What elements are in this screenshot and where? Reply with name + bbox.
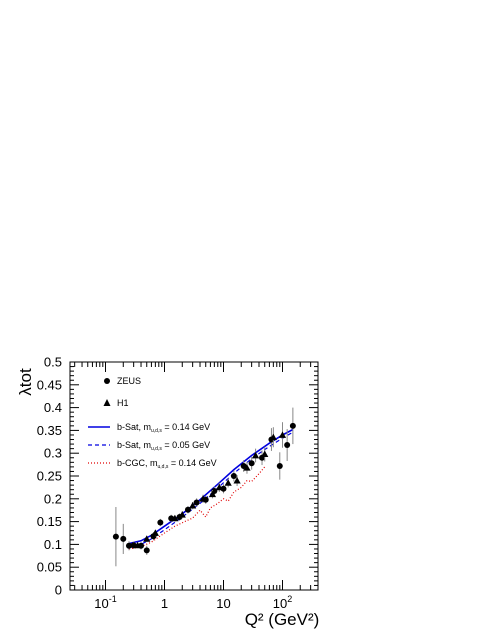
x-tick-base: 10 xyxy=(216,596,230,611)
data-point xyxy=(289,422,296,429)
data-point xyxy=(151,529,159,536)
data-point xyxy=(276,462,283,469)
data-point xyxy=(233,476,241,484)
x-tick-label: 10-1 xyxy=(94,594,116,611)
legend-label-suffix: = 0.14 GeV xyxy=(162,422,210,432)
x-axis-title: Q² (GeV²) xyxy=(245,610,320,629)
data-point xyxy=(120,535,127,542)
data-point xyxy=(143,547,150,554)
data-point xyxy=(143,535,151,542)
y-tick-label: 0.1 xyxy=(44,537,62,552)
legend-label-suffix: = 0.05 GeV xyxy=(162,440,210,450)
y-tick-label: 0.15 xyxy=(37,514,62,529)
y-axis-title: λtot xyxy=(16,368,35,396)
x-tick-exponent: 2 xyxy=(287,594,292,604)
legend-marker xyxy=(103,399,111,406)
data-point xyxy=(261,450,269,457)
data-point xyxy=(269,433,277,441)
legend-label-prefix: b-CGC, m xyxy=(117,458,158,468)
legend-label-prefix: b-Sat, m xyxy=(117,422,151,432)
x-tick-base: 1 xyxy=(161,596,168,611)
y-tick-label: 0.4 xyxy=(44,400,62,415)
data-point xyxy=(284,441,291,448)
y-tick-label: 0.3 xyxy=(44,446,62,461)
data-point xyxy=(171,514,179,522)
y-tick-label: 0.45 xyxy=(37,377,62,392)
data-point xyxy=(230,473,237,479)
y-tick-label: 0.5 xyxy=(44,355,62,370)
plot-frame-group xyxy=(69,361,319,591)
legend-label: b-Sat, mu,d,s = 0.05 GeV xyxy=(117,440,210,452)
legend-label-subscript: u,d,s xyxy=(151,446,162,452)
legend-label: b-Sat, mu,d,s = 0.14 GeV xyxy=(117,422,210,434)
data-point xyxy=(125,542,132,549)
legend-label-suffix: = 0.14 GeV xyxy=(168,458,216,468)
legend-label: ZEUS xyxy=(117,376,141,386)
y-tick-label: 0.35 xyxy=(37,423,62,438)
x-tick-exponent: -1 xyxy=(109,594,117,604)
data-point xyxy=(251,451,260,459)
x-tick-label: 1 xyxy=(161,596,168,611)
legend-label: H1 xyxy=(117,398,129,408)
data-point xyxy=(215,483,223,491)
x-tick-label: 10 xyxy=(216,596,230,611)
x-tick-base: 10 xyxy=(94,596,108,611)
y-tick-label: 0 xyxy=(55,583,62,598)
x-tick-base: 10 xyxy=(273,596,287,611)
data-point xyxy=(178,511,186,518)
plot-frame xyxy=(69,361,319,591)
data-point xyxy=(243,464,251,471)
legend-label-subscript: u,d,s xyxy=(151,428,162,434)
series-line xyxy=(128,466,266,550)
data-point xyxy=(199,495,207,502)
legend-marker xyxy=(104,378,110,384)
legend-label-subscript: u,d,s xyxy=(158,464,169,470)
legend-label-prefix: b-Sat, m xyxy=(117,440,151,450)
y-tick-label: 0.05 xyxy=(37,560,62,575)
y-tick-label: 0.25 xyxy=(37,469,62,484)
data-point xyxy=(134,541,142,549)
data-point xyxy=(193,499,200,506)
data-point xyxy=(189,502,197,509)
data-point xyxy=(112,533,119,540)
tick-group: 00.050.10.150.20.250.30.350.40.450.510-1… xyxy=(37,355,319,611)
axis-titles: Q² (GeV²) λtot xyxy=(16,368,319,629)
data-point xyxy=(278,431,287,438)
x-tick-label: 102 xyxy=(273,594,292,611)
data-point xyxy=(224,479,232,486)
data-point xyxy=(248,460,255,467)
data-point xyxy=(157,519,164,526)
legend-label: b-CGC, mu,d,s = 0.14 GeV xyxy=(117,458,217,470)
y-tick-label: 0.2 xyxy=(44,491,62,506)
data-point xyxy=(208,490,217,498)
series-group xyxy=(112,407,296,567)
